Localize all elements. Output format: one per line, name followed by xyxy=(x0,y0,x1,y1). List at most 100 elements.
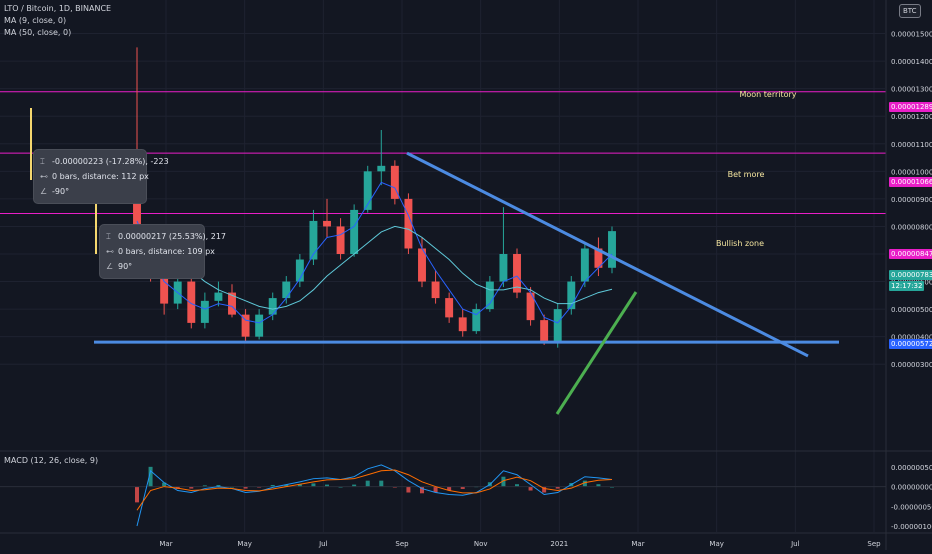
y-tick-label: 0.00001300 xyxy=(891,86,932,94)
macd-histogram-bar xyxy=(216,485,221,487)
candle-body xyxy=(282,281,291,299)
bet-more-label: Bet more xyxy=(728,170,765,179)
candle-body xyxy=(472,309,481,332)
macd-histogram-bar xyxy=(202,485,207,487)
candle-body xyxy=(214,292,223,301)
macd-histogram-bar xyxy=(243,486,248,489)
candle-body xyxy=(608,231,616,268)
macd-histogram-bar xyxy=(379,480,384,487)
horizontal-levels xyxy=(0,91,886,214)
x-tick-label: Sep xyxy=(395,540,409,548)
y-tick-label: 0.00000500 xyxy=(891,306,932,314)
macd-histogram-bar xyxy=(501,476,506,487)
moving-averages xyxy=(136,181,613,324)
macd-histogram-bar xyxy=(515,484,519,487)
bar-countdown-tag: 12:17:32 xyxy=(889,281,925,291)
y-tick-label: 0.00000800 xyxy=(891,223,932,231)
candle-body xyxy=(567,281,576,310)
candle-body xyxy=(513,254,521,293)
candle-body xyxy=(133,198,141,238)
macd-histogram-bar xyxy=(596,484,601,487)
x-tick-label: Nov xyxy=(474,540,488,548)
macd-histogram-bar xyxy=(311,483,316,487)
measure-bars-row: ⊷ 0 bars, distance: 109 px xyxy=(106,244,215,259)
drawings xyxy=(30,108,839,415)
symbol-title[interactable]: LTO / Bitcoin, 1D, BINANCE xyxy=(4,4,112,13)
x-tick-label: 2021 xyxy=(550,540,568,548)
y-tick-label: 0.00001200 xyxy=(891,113,932,121)
ma50-line xyxy=(136,225,613,310)
y-tick-label: 0.00001400 xyxy=(891,58,932,66)
bullish-zone-label: Bullish zone xyxy=(716,239,764,248)
candle-body xyxy=(404,198,413,249)
macd-histogram-bar xyxy=(365,480,370,487)
moon-territory-label: Moon territory xyxy=(739,90,796,99)
measure-angle: -90° xyxy=(52,187,70,196)
candle-body xyxy=(526,292,535,321)
candle-body xyxy=(594,248,603,268)
macd-tick-label: 0.00000050 xyxy=(891,464,932,472)
y-tick-label: 0.00000400 xyxy=(891,334,932,342)
candle-body xyxy=(580,248,589,282)
candles xyxy=(133,47,616,348)
bars-range-icon: ⊷ xyxy=(40,172,48,181)
y-tick-label: 0.00000900 xyxy=(891,196,932,204)
measure-bars-row: ⊷ 0 bars, distance: 112 px xyxy=(40,169,149,184)
descending-trendline xyxy=(406,151,809,358)
macd-tick-label: -0.00000050 xyxy=(891,503,932,511)
last-price-tag: 0.00000783 xyxy=(889,270,932,280)
macd-histogram-bar xyxy=(162,482,167,487)
macd-histogram-bar xyxy=(352,484,357,487)
macd-legend[interactable]: MACD (12, 26, close, 9) xyxy=(4,456,99,465)
x-tick-label: Sep xyxy=(867,540,881,548)
ma9-legend[interactable]: MA (9, close, 0) xyxy=(4,16,67,25)
candle-body xyxy=(309,220,318,260)
candle-body xyxy=(363,171,372,210)
price-range-icon: ⌶ xyxy=(40,157,45,166)
candle-body xyxy=(255,314,264,337)
x-tick-label: Mar xyxy=(159,540,172,548)
ma-price-tag: 0.00000572 xyxy=(889,339,932,349)
bet-price-tag: 0.00001066 xyxy=(889,177,932,187)
x-tick-label: Mar xyxy=(631,540,644,548)
y-tick-label: 0.00001500 xyxy=(891,31,932,39)
bars-range-icon: ⊷ xyxy=(106,247,114,256)
measure-delta-row: ⌶ -0.00000223 (-17.28%), -223 xyxy=(40,154,169,169)
measure-bars: 0 bars, distance: 112 px xyxy=(52,172,149,181)
measure-delta: -0.00000223 (-17.28%), -223 xyxy=(52,157,169,166)
price-range-icon: ⌶ xyxy=(106,232,111,241)
candle-body xyxy=(228,292,236,315)
candle-body xyxy=(458,317,467,332)
macd-histogram-bar xyxy=(189,486,194,489)
ma9-line xyxy=(136,181,613,324)
candle-body xyxy=(390,165,399,199)
macd-histogram-bar xyxy=(148,466,153,487)
angle-icon: ∠ xyxy=(106,262,114,271)
macd-histogram-bar xyxy=(325,484,329,487)
macd-pane xyxy=(0,464,886,527)
candle-body xyxy=(377,165,386,172)
measure-angle-row: ∠ 90° xyxy=(106,259,198,274)
macd-histogram-bar xyxy=(406,486,411,493)
macd-histogram-bar xyxy=(433,486,438,493)
macd-line xyxy=(136,464,613,527)
macd-histogram-bar xyxy=(297,484,302,487)
candle-body xyxy=(540,320,549,343)
moon-price-tag: 0.00001289 xyxy=(889,102,932,112)
ma50-legend[interactable]: MA (50, close, 0) xyxy=(4,28,72,37)
macd-tick-label: -0.00000100 xyxy=(891,523,932,531)
x-tick-label: Jul xyxy=(790,540,800,548)
bullish-price-tag: 0.00000847 xyxy=(889,249,932,259)
candle-body xyxy=(268,298,277,315)
measure-tooltip-bottom: ⌶ 0.00000217 (25.53%), 217 ⊷ 0 bars, dista… xyxy=(100,225,226,278)
candle-body xyxy=(485,281,494,310)
y-tick-label: 0.00001100 xyxy=(891,141,932,149)
macd-histogram-bar xyxy=(135,486,139,503)
measure-delta: 0.00000217 (25.53%), 217 xyxy=(118,232,226,241)
macd-histogram-bar xyxy=(270,485,275,487)
ascending-trendline xyxy=(555,291,638,415)
currency-badge[interactable]: BTC xyxy=(899,4,921,18)
x-tick-label: Jul xyxy=(318,540,328,548)
